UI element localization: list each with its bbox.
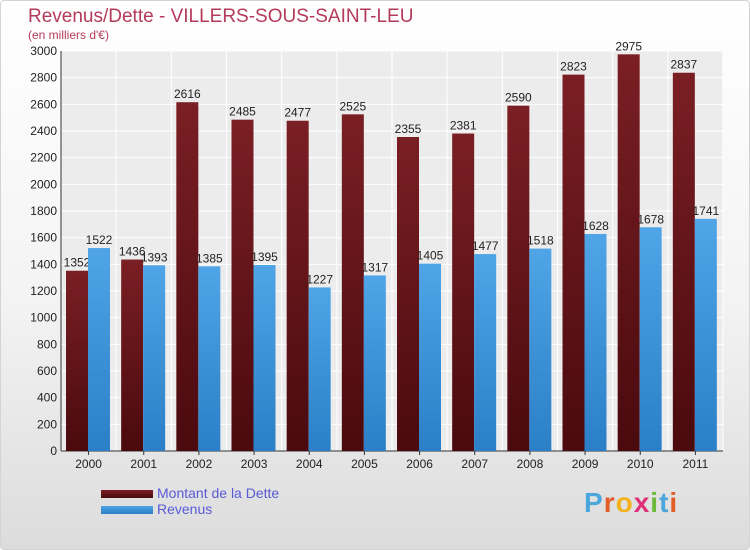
data-label-debt: 2381 (450, 119, 477, 133)
bar-revenue (639, 227, 662, 451)
data-label-revenue: 1385 (196, 251, 223, 265)
logo-letter: t (659, 487, 670, 518)
bar-revenue (308, 287, 331, 451)
y-tick-label: 1600 (30, 231, 57, 245)
data-label-debt: 1352 (64, 256, 91, 270)
data-label-revenue: 1227 (306, 272, 333, 286)
data-label-debt: 2616 (174, 87, 201, 101)
y-tick-label: 1200 (30, 284, 57, 298)
bar-revenue (143, 265, 166, 451)
data-label-revenue: 1393 (141, 250, 168, 264)
y-tick-label: 200 (37, 417, 57, 431)
y-tick-label: 1400 (30, 257, 57, 271)
logo-letter: i (650, 487, 660, 518)
logo-letter: i (669, 487, 679, 518)
data-label-revenue: 1518 (527, 234, 554, 248)
y-tick-label: 3000 (30, 44, 57, 58)
data-label-debt: 2525 (339, 99, 366, 113)
x-tick-label: 2004 (296, 457, 323, 471)
y-tick-label: 1000 (30, 311, 57, 325)
logo-letter: P (584, 487, 604, 518)
x-tick-label: 2009 (572, 457, 599, 471)
x-tick-label: 2007 (461, 457, 488, 471)
bar-debt (507, 105, 530, 452)
bar-debt (397, 137, 419, 451)
data-label-revenue: 1317 (361, 260, 388, 274)
y-tick-label: 2600 (30, 97, 57, 111)
data-label-debt: 2823 (560, 60, 587, 74)
x-tick-label: 2001 (130, 457, 157, 471)
bar-revenue (694, 218, 717, 451)
y-tick-label: 0 (50, 444, 57, 458)
data-label-revenue: 1405 (417, 249, 444, 263)
bar-revenue (253, 265, 276, 451)
data-label-debt: 2837 (670, 58, 697, 72)
data-label-revenue: 1628 (582, 219, 609, 233)
y-tick-label: 2200 (30, 151, 57, 165)
data-label-revenue: 1522 (86, 233, 113, 247)
legend-swatch-revenue (101, 506, 153, 514)
data-label-debt: 2485 (229, 105, 256, 119)
y-tick-label: 600 (37, 364, 57, 378)
proxiti-logo: Proxiti (584, 487, 678, 519)
bar-revenue (88, 248, 110, 451)
data-label-revenue: 1395 (251, 250, 278, 264)
chart-subtitle: (en milliers d'€) (28, 28, 109, 42)
x-tick-label: 2011 (683, 457, 709, 471)
y-tick-label: 2400 (30, 124, 57, 138)
legend-label-debt: Montant de la Dette (157, 485, 280, 501)
x-tick-label: 2008 (517, 457, 544, 471)
bar-debt (66, 270, 88, 451)
bar-revenue (584, 233, 607, 451)
data-label-revenue: 1477 (472, 239, 499, 253)
bar-revenue (474, 254, 497, 451)
logo-letter: r (603, 487, 616, 518)
logo-letter: x (633, 487, 651, 518)
x-tick-label: 2005 (351, 457, 378, 471)
logo-letter: o (615, 487, 634, 518)
bar-debt (176, 102, 199, 451)
bar-debt (121, 259, 144, 451)
bar-revenue (198, 266, 221, 451)
y-tick-label: 400 (37, 391, 57, 405)
data-label-debt: 1436 (119, 245, 146, 259)
bar-debt (617, 54, 640, 451)
data-label-debt: 2355 (395, 122, 422, 136)
bar-revenue (419, 263, 441, 451)
x-tick-label: 2010 (627, 457, 654, 471)
y-tick-label: 2800 (30, 71, 57, 85)
x-tick-label: 2003 (241, 457, 268, 471)
x-tick-label: 2006 (406, 457, 433, 471)
bar-debt (231, 119, 254, 452)
data-label-debt: 2590 (505, 91, 532, 105)
bar-debt (286, 120, 309, 451)
data-label-revenue: 1678 (637, 212, 664, 226)
legend-label-revenue: Revenus (157, 501, 213, 517)
y-tick-label: 1800 (30, 204, 57, 218)
bar-debt (452, 133, 475, 452)
y-tick-label: 800 (37, 337, 57, 351)
legend-swatch-debt (101, 490, 153, 498)
x-tick-label: 2002 (186, 457, 213, 471)
bar-revenue (363, 275, 386, 451)
y-tick-label: 2000 (30, 177, 57, 191)
bar-debt (562, 74, 585, 451)
bar-revenue (529, 248, 552, 451)
bar-debt (672, 72, 695, 451)
data-label-revenue: 1741 (692, 204, 719, 218)
data-label-debt: 2477 (284, 106, 311, 120)
data-label-debt: 2975 (615, 39, 642, 53)
x-tick-label: 2000 (75, 457, 102, 471)
chart-title: Revenus/Dette - VILLERS-SOUS-SAINT-LEU (28, 6, 414, 27)
bar-debt (341, 114, 364, 451)
